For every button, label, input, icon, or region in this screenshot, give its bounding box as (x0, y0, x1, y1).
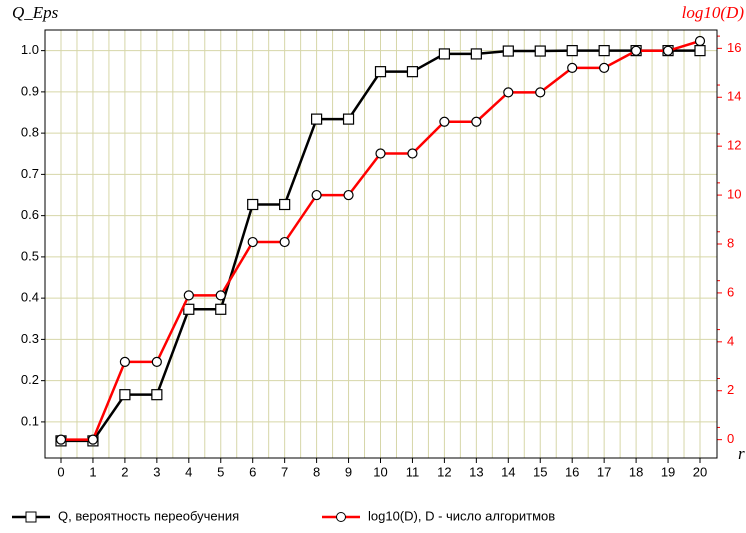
point (694, 35, 706, 47)
point (55, 434, 67, 445)
y-tick-label: 0.3 (21, 331, 39, 346)
y-tick-label: 0.6 (21, 207, 39, 222)
x-tick-label: 10 (373, 464, 387, 479)
x-tick-label: 18 (629, 464, 643, 479)
point (311, 189, 322, 201)
legend-label: log10(D), D - число алгоритмов (368, 508, 555, 523)
x-tick-label: 6 (249, 464, 256, 479)
y2-tick-label: 0 (727, 431, 734, 446)
point (215, 290, 226, 301)
point (151, 389, 163, 401)
point (247, 236, 258, 248)
point (406, 66, 419, 78)
x-tick-label: 20 (693, 464, 707, 479)
point (503, 87, 514, 98)
x-tick-label: 11 (406, 464, 420, 479)
point (279, 236, 290, 248)
y2-tick-label: 12 (727, 138, 741, 153)
x-tick-label: 19 (661, 464, 675, 479)
point (567, 62, 578, 74)
y-tick-label: 0.5 (21, 248, 39, 263)
y2-tick-label: 14 (727, 89, 741, 104)
point (471, 116, 482, 127)
x-tick-label: 5 (217, 464, 224, 479)
x-tick-label: 1 (89, 464, 96, 479)
point (279, 198, 291, 211)
x-axis-title: r (738, 444, 745, 463)
point (183, 303, 195, 315)
x-tick-label: 0 (57, 464, 64, 479)
x-tick-label: 8 (313, 464, 320, 479)
point (87, 434, 99, 445)
x-tick-label: 12 (437, 464, 451, 479)
point (630, 45, 642, 56)
point (566, 45, 578, 57)
y-tick-label: 0.1 (21, 413, 39, 428)
x-tick-label: 2 (121, 464, 128, 479)
point (438, 48, 450, 60)
x-tick-label: 15 (533, 464, 547, 479)
x-tick-label: 4 (185, 464, 192, 479)
point (151, 356, 162, 367)
point (311, 113, 323, 125)
point (119, 389, 131, 401)
y-tick-label: 0.8 (21, 125, 39, 140)
point (662, 45, 674, 56)
y2-axis-title: log10(D) (682, 3, 745, 22)
x-tick-label: 16 (565, 464, 579, 479)
point (599, 62, 610, 74)
legend-label: Q, вероятность переобучения (58, 508, 239, 523)
point (119, 356, 131, 367)
x-tick-label: 13 (469, 464, 483, 479)
legend-marker (336, 512, 346, 522)
point (215, 303, 227, 315)
point (694, 45, 706, 57)
point (502, 45, 514, 57)
y2-tick-label: 4 (727, 333, 734, 348)
point (470, 48, 482, 60)
point (342, 113, 355, 125)
point (534, 45, 546, 57)
legend-marker (25, 511, 37, 523)
y-tick-label: 0.2 (21, 372, 39, 387)
point (598, 45, 610, 57)
y-tick-label: 0.7 (21, 166, 39, 181)
y2-tick-label: 10 (727, 187, 741, 202)
x-tick-label: 7 (281, 464, 288, 479)
y2-tick-label: 16 (727, 40, 741, 55)
y-tick-label: 0.4 (21, 290, 39, 305)
y2-tick-label: 6 (727, 284, 734, 299)
point (343, 189, 354, 201)
y-tick-label: 0.9 (21, 83, 39, 98)
y2-tick-label: 2 (727, 382, 734, 397)
point (535, 87, 546, 98)
point (247, 198, 259, 211)
x-tick-label: 17 (597, 464, 611, 479)
point (374, 66, 387, 78)
x-tick-label: 9 (345, 464, 352, 479)
point (439, 116, 450, 127)
point (183, 290, 194, 301)
x-tick-label: 3 (153, 464, 160, 479)
point (407, 148, 418, 159)
y-tick-label: 1.0 (21, 42, 39, 57)
y-axis-title: Q_Eps (12, 3, 59, 22)
point (375, 148, 386, 159)
y2-tick-label: 8 (727, 235, 734, 250)
x-tick-label: 14 (501, 464, 515, 479)
